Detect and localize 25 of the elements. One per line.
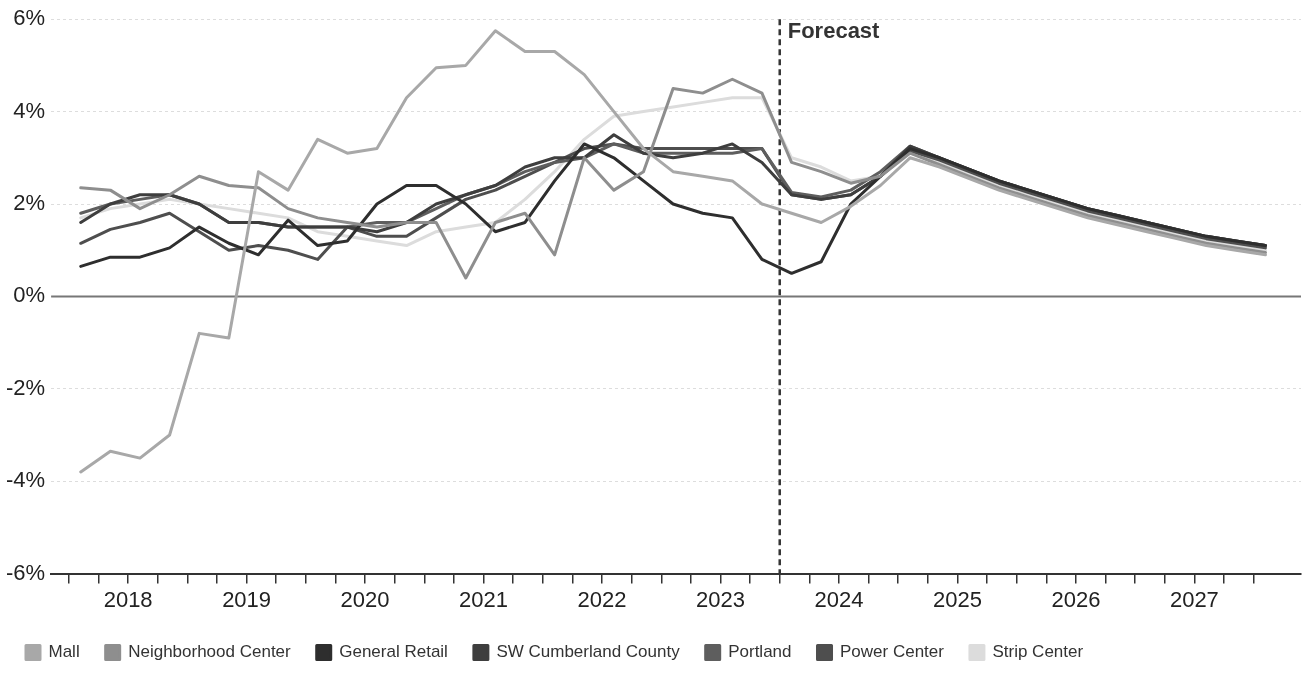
x-tick-label: 2026 bbox=[1051, 586, 1101, 612]
y-tick-label: 6% bbox=[13, 5, 46, 31]
x-tick-label: 2023 bbox=[696, 586, 745, 612]
y-tick-label: -6% bbox=[6, 559, 46, 585]
y-tick-label: -4% bbox=[6, 467, 46, 493]
legend-label: Portland bbox=[728, 642, 792, 662]
y-tick-label: -2% bbox=[6, 374, 46, 400]
y-tick-label: 2% bbox=[13, 190, 46, 216]
x-tick-label: 2024 bbox=[814, 586, 864, 612]
x-tick-label: 2027 bbox=[1169, 586, 1219, 612]
y-tick-label: 0% bbox=[13, 282, 46, 308]
x-tick-label: 2019 bbox=[222, 586, 272, 612]
legend-label: Neighborhood Center bbox=[128, 642, 292, 662]
x-tick-label: 2025 bbox=[932, 586, 982, 612]
legend-label: Power Center bbox=[840, 642, 945, 662]
x-tick-label: 2022 bbox=[577, 586, 627, 612]
x-tick-label: 2018 bbox=[103, 586, 153, 612]
legend-label: General Retail bbox=[339, 642, 448, 662]
y-tick-label: 4% bbox=[13, 97, 46, 123]
x-tick-label: 2021 bbox=[459, 586, 509, 612]
legend-label: SW Cumberland County bbox=[496, 642, 681, 662]
x-tick-label: 2020 bbox=[340, 586, 390, 612]
legend-label: Strip Center bbox=[992, 642, 1084, 662]
ref-line-label: Forecast bbox=[787, 18, 881, 44]
legend-label: Mall bbox=[48, 642, 80, 662]
